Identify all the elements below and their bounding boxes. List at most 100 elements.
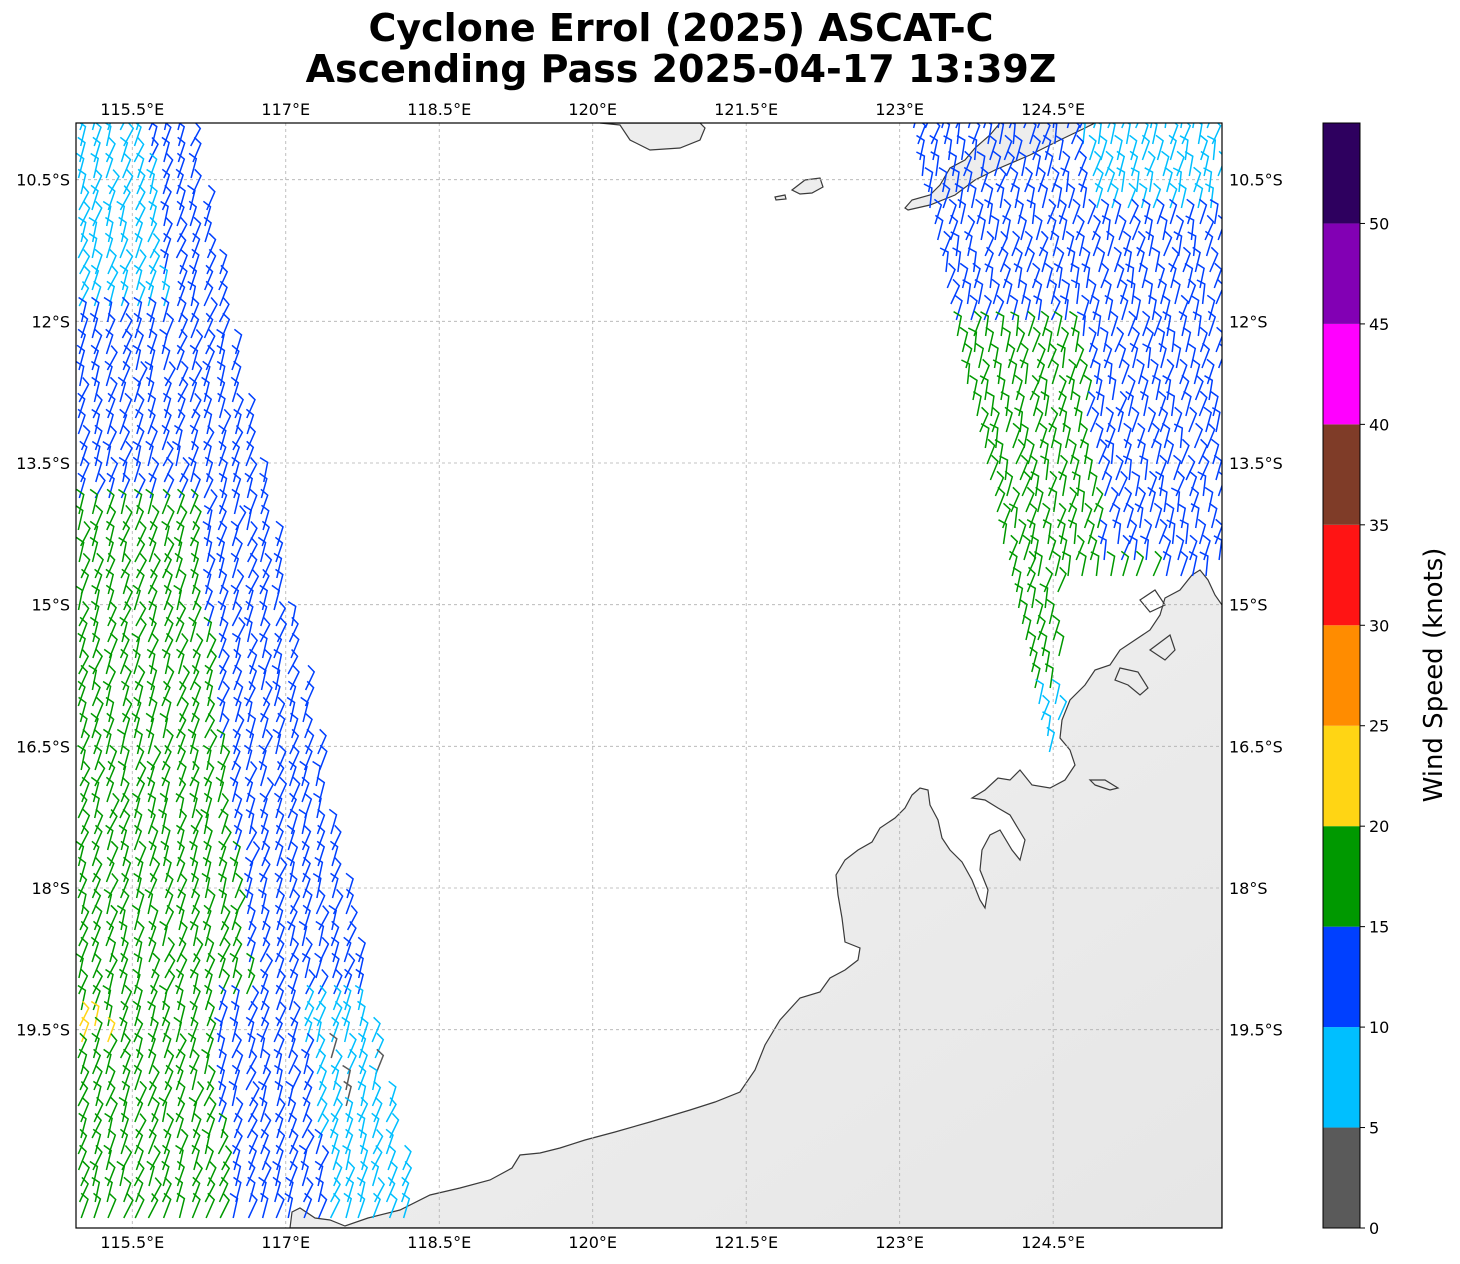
wind-barb [1180,550,1189,577]
wind-barb [969,294,978,321]
wind-barb [1179,358,1188,385]
wind-barb [260,824,269,851]
wind-barb [89,536,99,563]
wind-barb [176,280,186,307]
wind-barb [233,328,243,355]
wind-barb [247,1032,256,1059]
wind-barb [190,312,200,339]
wind-barb [218,1048,227,1075]
lon-tick-label-top: 124.5°E [1021,100,1085,119]
wind-barb [233,696,242,723]
wind-barb [80,312,89,339]
wind-barb [206,729,218,755]
wind-barb [934,214,944,241]
wind-barb [133,696,142,723]
wind-barb [1006,342,1016,369]
wind-barb [149,152,158,179]
wind-barb [176,936,187,963]
wind-barb [235,680,244,707]
wind-barb [78,185,90,211]
wind-barb [163,408,172,435]
wind-barb [260,712,269,739]
wind-barb [300,1160,309,1187]
wind-barb [147,1193,159,1219]
wind-barb [102,440,112,467]
wind-barb [289,728,300,755]
wind-barb [104,1176,113,1203]
wind-barb [107,873,119,899]
wind-barb [132,968,141,995]
wind-barb [368,1064,378,1091]
wind-barb [132,456,142,483]
wind-barb [106,280,116,307]
wind-barb [119,888,130,915]
wind-barb [304,1016,313,1043]
wind-barb [94,568,103,595]
wind-barb [272,728,282,755]
wind-barb [234,872,244,899]
wind-barb [950,278,961,305]
wind-barb [76,488,85,515]
lon-tick-label-top: 123°E [875,100,924,119]
wind-barb [188,152,198,179]
wind-barb [89,488,99,515]
wind-barb [245,1160,256,1187]
wind-barb [1031,662,1041,689]
wind-barb [89,312,99,339]
wind-barb [231,1032,243,1059]
wind-barb [118,536,128,563]
wind-barb [316,1048,327,1075]
wind-barb [148,840,157,867]
colorbar-tick-label: 40 [1369,415,1389,434]
wind-barb [162,696,172,723]
wind-barb [1077,550,1087,577]
wind-barb [288,1160,298,1187]
wind-barb [1158,454,1168,481]
wind-barb [233,360,242,387]
wind-barb [1041,123,1051,145]
wind-barb [77,472,86,499]
lon-tick-label-bottom: 118.5°E [407,1233,471,1252]
wind-barb [119,1016,128,1043]
wind-barb [1116,167,1126,193]
wind-barb [161,424,170,451]
wind-barb [80,1096,90,1123]
wind-barb [219,584,229,611]
wind-barb [147,1128,157,1155]
wind-barb [188,456,197,483]
wind-barb [1217,342,1222,369]
wind-barb [260,1128,269,1155]
wind-barb [930,151,940,177]
wind-barb [345,1176,355,1203]
wind-barb [118,968,128,995]
wind-barb [163,1032,172,1059]
wind-barb [1092,230,1101,257]
wind-barb [178,568,187,595]
wind-barb [1080,438,1090,465]
wind-barb [1065,375,1075,401]
wind-barb [1148,294,1157,321]
wind-barb [1067,519,1077,545]
wind-barb [190,296,200,323]
wind-barb [217,760,226,787]
colorbar-bin [1323,223,1360,324]
wind-barb [1204,486,1214,513]
wind-barb [1153,502,1163,529]
wind-barb [991,278,1000,305]
wind-barb [1104,150,1114,177]
wind-barb [330,1064,340,1091]
wind-barb [1130,167,1140,193]
wind-barb [317,728,327,755]
wind-barb [316,840,326,867]
wind-barb [288,616,299,643]
wind-barb [258,872,268,899]
wind-barb [304,680,315,707]
wind-barb [1074,134,1084,161]
wind-barb [204,713,216,739]
wind-barb [79,712,88,739]
wind-barb [94,696,104,723]
wind-barb [135,617,147,643]
wind-barb [94,248,103,275]
wind-barb [203,472,214,499]
wind-barb [1152,438,1162,465]
